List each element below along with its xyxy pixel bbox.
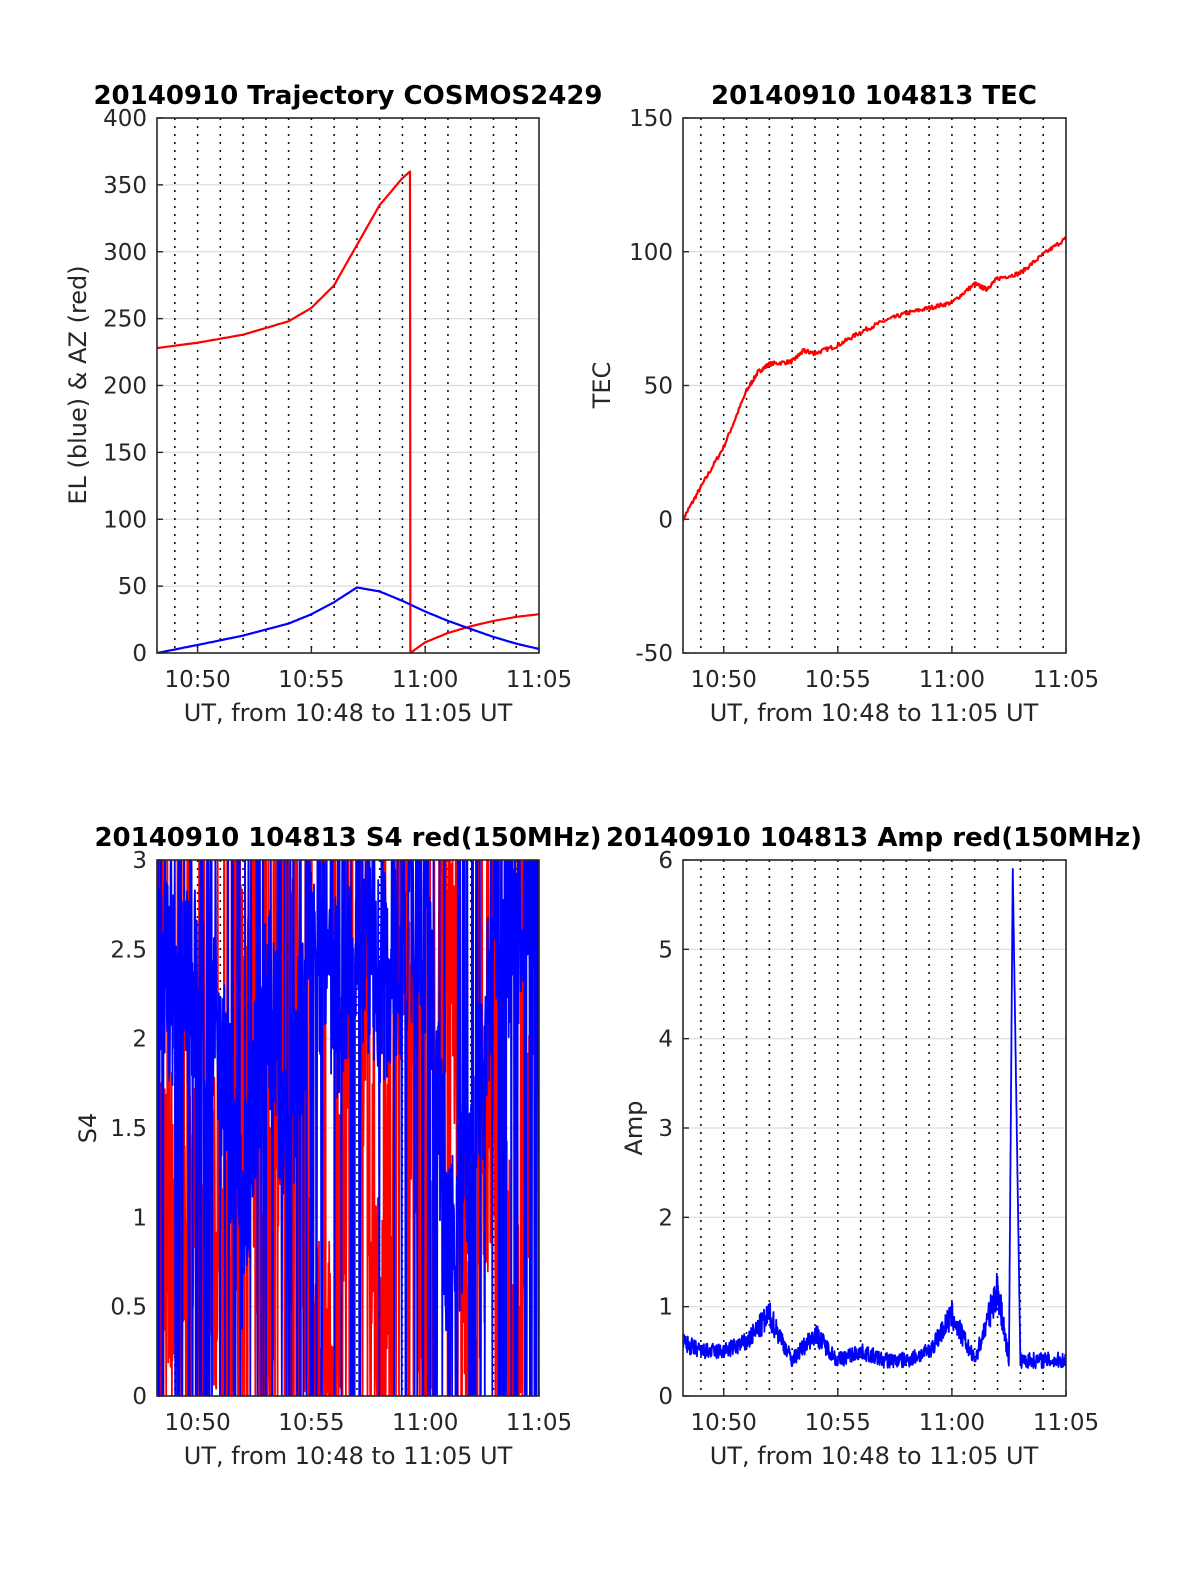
series-line [157, 860, 539, 1396]
y-tick-label: 50 [118, 574, 147, 600]
y-tick-label: 50 [644, 374, 673, 400]
y-tick-label: 150 [629, 106, 673, 132]
x-tick-label: 11:00 [919, 1410, 985, 1436]
x-tick-label: 11:00 [919, 667, 985, 693]
y-tick-label: 6 [658, 848, 673, 874]
y-tick-label: 4 [658, 1027, 673, 1053]
y-tick-label: 0 [132, 641, 147, 667]
x-tick-label: 11:05 [506, 1410, 572, 1436]
y-tick-label: 2.5 [110, 937, 147, 963]
x-tick-label: 10:50 [691, 667, 757, 693]
chart-title: 20140910 104813 S4 red(150MHz) [94, 823, 601, 853]
x-tick-label: 11:00 [392, 1410, 458, 1436]
x-tick-label: 10:50 [164, 1410, 230, 1436]
y-tick-label: 400 [103, 106, 147, 132]
y-tick-label: 250 [103, 307, 147, 333]
y-tick-label: 2 [132, 1027, 147, 1053]
x-axis-label: UT, from 10:48 to 11:05 UT [184, 699, 513, 727]
x-tick-label: 10:50 [691, 1410, 757, 1436]
panel-trajectory: 0 50 100 150 200 250 300 350 400 10:50 10:55 11:00 1… [64, 81, 603, 727]
y-tick-label: -50 [635, 641, 673, 667]
series-line [683, 868, 1066, 1370]
y-tick-label: 350 [103, 173, 147, 199]
chart-title: 20140910 104813 Amp red(150MHz) [606, 823, 1142, 853]
x-tick-label: 11:05 [1033, 667, 1099, 693]
x-tick-label: 11:00 [392, 667, 458, 693]
plot-frame [156, 117, 540, 654]
series-line [683, 236, 1066, 522]
x-tick-label: 10:50 [164, 667, 230, 693]
plot-frame [682, 859, 1067, 1397]
y-tick-label: 0 [132, 1384, 147, 1410]
y-axis-label: S4 [74, 1113, 102, 1144]
chart-title: 20140910 Trajectory COSMOS2429 [93, 81, 602, 111]
series-line [157, 170, 539, 653]
plot-frame [156, 859, 540, 1397]
y-tick-label: 1.5 [110, 1116, 147, 1142]
y-axis-label: EL (blue) & AZ (red) [64, 265, 92, 504]
y-tick-label: 0 [658, 507, 673, 533]
panel-tec: -50 0 50 100 150 10:50 10:55 11:00 11:05 2014091… [588, 81, 1099, 727]
x-axis-label: UT, from 10:48 to 11:05 UT [710, 1442, 1039, 1470]
y-tick-label: 3 [132, 848, 147, 874]
panel-s4: 0 0.5 1 1.5 2 2.5 3 10:50 10:55 11:00 11:05 201409… [74, 823, 602, 1470]
y-tick-label: 200 [103, 374, 147, 400]
y-tick-label: 100 [629, 240, 673, 266]
y-tick-label: 100 [103, 507, 147, 533]
x-tick-label: 11:05 [506, 667, 572, 693]
y-tick-label: 0.5 [110, 1295, 147, 1321]
y-tick-label: 5 [658, 937, 673, 963]
y-tick-label: 1 [658, 1295, 673, 1321]
y-axis-label: TEC [588, 362, 616, 410]
chart-title: 20140910 104813 TEC [711, 81, 1037, 111]
y-tick-label: 1 [132, 1205, 147, 1231]
x-tick-label: 10:55 [278, 1410, 344, 1436]
series-line [157, 586, 539, 653]
y-tick-label: 3 [658, 1116, 673, 1142]
x-tick-label: 10:55 [805, 1410, 871, 1436]
y-tick-label: 300 [103, 240, 147, 266]
x-tick-label: 10:55 [278, 667, 344, 693]
y-axis-label: Amp [620, 1100, 648, 1155]
x-tick-label: 11:05 [1033, 1410, 1099, 1436]
y-tick-label: 2 [658, 1205, 673, 1231]
panel-amp: 0 1 2 3 4 5 6 10:50 10:55 11:00 11:05 20140910 104… [606, 823, 1142, 1470]
x-axis-label: UT, from 10:48 to 11:05 UT [710, 699, 1039, 727]
y-tick-label: 150 [103, 440, 147, 466]
x-tick-label: 10:55 [805, 667, 871, 693]
x-axis-label: UT, from 10:48 to 11:05 UT [184, 1442, 513, 1470]
plot-frame [682, 117, 1067, 654]
y-tick-label: 0 [658, 1384, 673, 1410]
